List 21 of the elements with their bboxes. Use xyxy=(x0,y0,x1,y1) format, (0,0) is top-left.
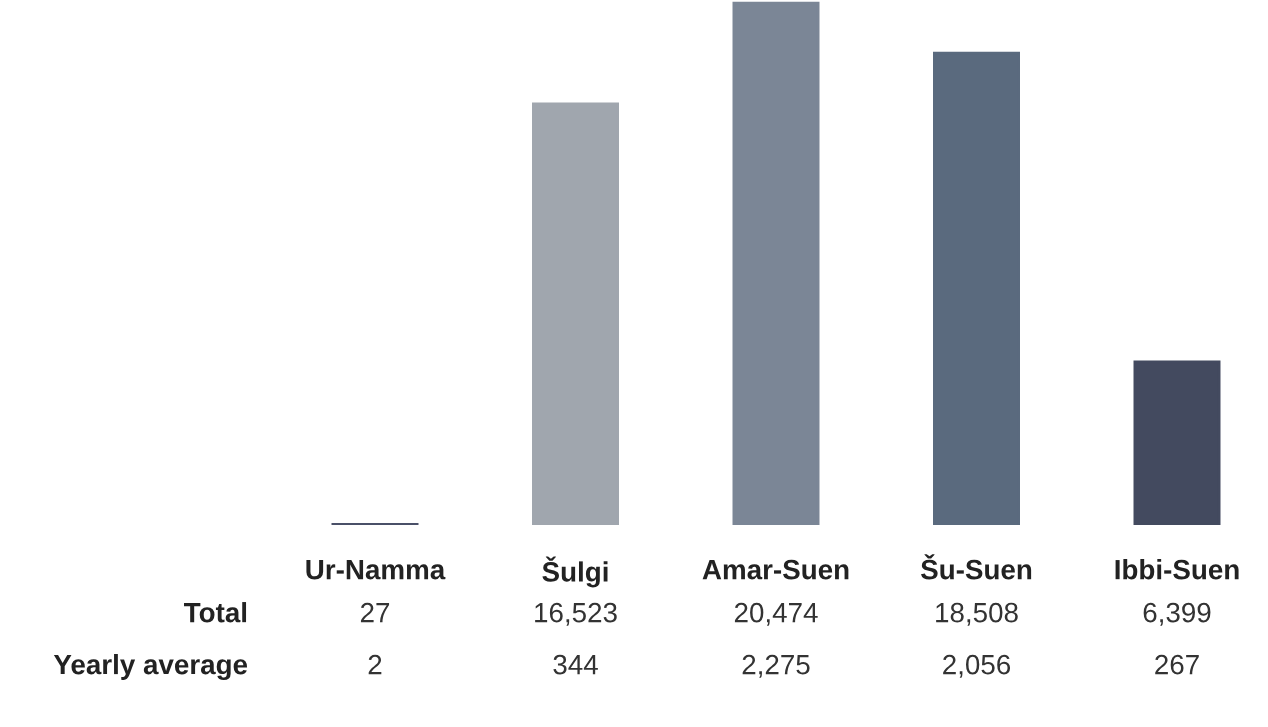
x-tick-label: Šulgi xyxy=(542,556,608,588)
data-label: 27 xyxy=(360,602,390,623)
text: Total xyxy=(184,602,247,623)
bar xyxy=(532,102,619,525)
data-label: 16,523 xyxy=(535,602,617,626)
text: 2 xyxy=(368,654,382,675)
x-tick-label: Ur-Namma xyxy=(306,560,446,580)
bar xyxy=(933,51,1020,525)
data-label: 20,474 xyxy=(734,602,818,626)
data-label: 18,508 xyxy=(936,602,1018,626)
text: Yearly average xyxy=(53,653,248,681)
text: 344 xyxy=(553,654,598,675)
data-label: 6,399 xyxy=(1143,602,1211,626)
text: 2,275 xyxy=(742,654,810,678)
x-tick-label: Amar-Suen xyxy=(702,559,849,580)
bar xyxy=(732,1,820,525)
text: 267 xyxy=(1155,654,1199,675)
x-tick-label: Ibbi-Suen xyxy=(1115,559,1239,580)
text: 2,056 xyxy=(943,654,1011,678)
bar xyxy=(1133,360,1221,525)
x-tick-label: Šu-Suen xyxy=(920,554,1032,580)
